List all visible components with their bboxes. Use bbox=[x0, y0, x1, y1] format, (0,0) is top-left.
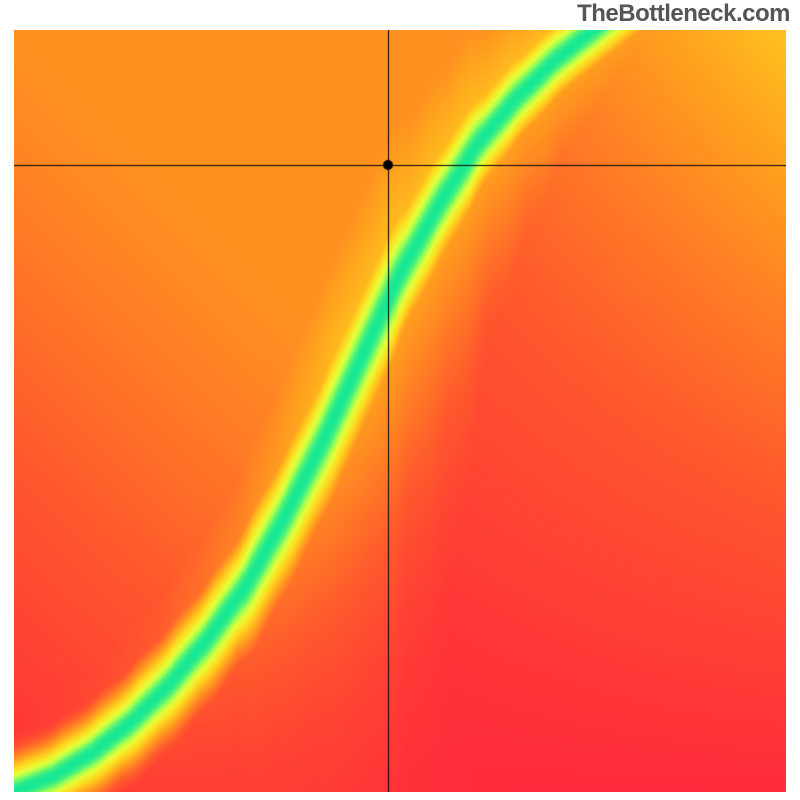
watermark-text: TheBottleneck.com bbox=[577, 0, 790, 28]
bottleneck-heatmap bbox=[14, 30, 786, 792]
chart-container: TheBottleneck.com bbox=[0, 0, 800, 800]
